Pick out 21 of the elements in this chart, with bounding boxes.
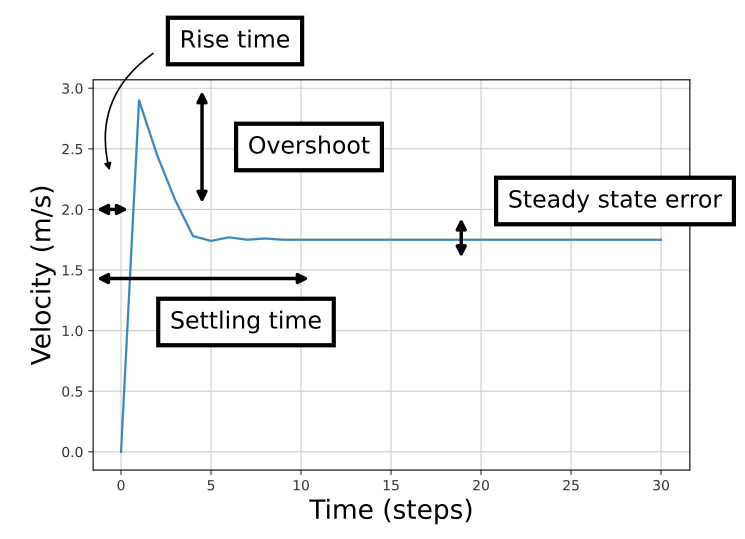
x-tick-label: 10 <box>294 480 309 490</box>
line-series <box>120 99 662 453</box>
annotation: Steady state error <box>509 190 722 212</box>
x-tick-label: 5 <box>208 480 214 490</box>
text: Rise time <box>182 30 290 48</box>
annotation: Settling time <box>172 310 321 334</box>
x-tick-label: 20 <box>473 480 489 490</box>
y-tick-label: 1.0 <box>62 326 82 336</box>
annotation: Overshoot <box>249 136 370 154</box>
y-axis-title: Velocity (m/s) <box>30 186 56 366</box>
x-tick-label: 25 <box>563 480 579 490</box>
x-tick-label: 15 <box>384 480 399 490</box>
y-tick-label: 2.5 <box>62 144 82 154</box>
x-tick-label: 0 <box>118 480 125 490</box>
y-tick-label: 0.0 <box>62 446 82 458</box>
y-tick-label: 0.5 <box>62 386 82 397</box>
y-tick-label: 2.0 <box>62 204 82 215</box>
y-tick-label: 1.5 <box>62 265 82 276</box>
y-tick-label: 3.0 <box>62 83 82 94</box>
x-tick-label: 30 <box>653 480 669 490</box>
x-axis-title: Time (steps) <box>309 498 472 524</box>
